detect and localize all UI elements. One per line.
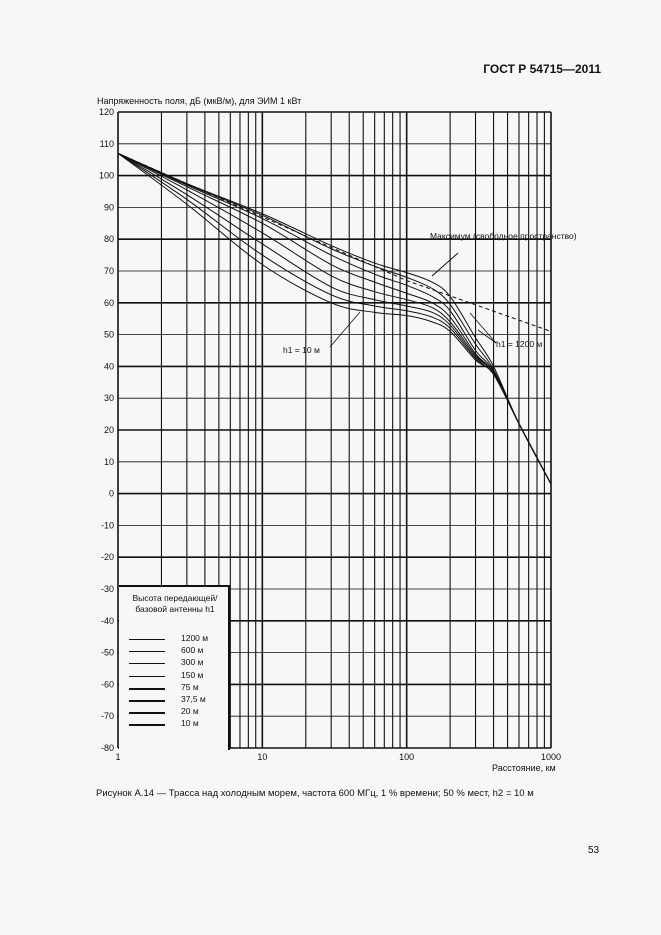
legend-line-swatch	[129, 663, 165, 665]
series-line	[117, 152, 552, 485]
y-tick-label: 10	[104, 457, 114, 467]
legend-label: 600 м	[181, 645, 204, 656]
legend-label: 1200 м	[181, 633, 209, 643]
y-tick-label: 60	[104, 298, 114, 308]
legend-line-swatch	[129, 700, 165, 702]
y-tick-label: 0	[109, 489, 114, 499]
max-annotation: Максимум (свободное пространство)	[430, 231, 577, 241]
y-tick-label: 20	[104, 425, 114, 435]
free-space-line	[117, 152, 552, 332]
series-line	[117, 152, 552, 485]
series-line	[117, 152, 552, 485]
legend-label: 300 м	[181, 657, 204, 668]
legend-line-swatch	[129, 651, 165, 653]
page-number: 53	[588, 845, 600, 856]
y-tick-label: 50	[104, 330, 114, 340]
x-tick-label: 10	[257, 752, 267, 762]
y-tick-label: -40	[101, 616, 114, 626]
y-tick-label: 40	[104, 361, 114, 371]
h1-low-annotation: h1 = 10 м	[283, 345, 320, 355]
legend-line-swatch	[129, 639, 165, 640]
h1-high-annotation: h1 = 1200 м	[496, 339, 543, 349]
legend-label: 20 м	[181, 706, 199, 717]
y-tick-label: 70	[104, 266, 114, 276]
legend-line-swatch	[129, 712, 165, 715]
y-tick-label: 30	[104, 393, 114, 403]
leader-max	[431, 252, 459, 277]
legend-line-swatch	[129, 687, 165, 690]
legend-line-swatch	[129, 724, 165, 727]
series-line	[117, 152, 552, 485]
y-tick-label: -50	[101, 648, 114, 658]
legend-item: 10 м	[129, 718, 225, 730]
y-tick-label: -10	[101, 520, 114, 530]
legend-item: 20 м	[129, 706, 225, 718]
legend-label: 75 м	[181, 681, 199, 692]
leader-h1-low	[329, 311, 361, 348]
x-tick-label: 1000	[541, 752, 561, 762]
series-line	[117, 152, 552, 485]
y-tick-label: 100	[99, 171, 114, 181]
y-tick-label: -70	[101, 711, 114, 721]
leader-h1-high	[469, 312, 497, 344]
y-tick-label: 110	[100, 139, 114, 149]
chart-canvas: 1201101009080706050403020100-10-20-30-40…	[99, 107, 561, 762]
legend-item: 150 м	[129, 670, 225, 682]
series-line	[117, 152, 552, 485]
y-tick-label: -20	[101, 552, 114, 562]
legend-line-swatch	[129, 675, 165, 677]
legend-label: 37,5 м	[181, 694, 206, 704]
legend-label: 150 м	[181, 669, 204, 680]
series-line	[117, 152, 552, 485]
leader-h1-high	[477, 329, 497, 344]
figure-caption: Рисунок А.14 — Трасса над холодным морем…	[96, 788, 534, 799]
series-line	[117, 152, 552, 485]
y-tick-label: -80	[101, 743, 114, 753]
x-axis-label: Расстояние, км	[492, 763, 556, 773]
legend-title: Высота передающей/ базовой антенны h1	[132, 593, 218, 614]
document-header: ГОСТ Р 54715—2011	[483, 62, 601, 76]
y-tick-label: 90	[104, 202, 114, 212]
legend: Высота передающей/ базовой антенны h1 12…	[119, 585, 230, 750]
y-tick-label: -30	[101, 584, 114, 594]
y-axis-label: Напряженность поля, дБ (мкВ/м), для ЭИМ …	[97, 96, 302, 106]
y-tick-label: -60	[101, 679, 114, 689]
legend-item: 300 м	[129, 657, 225, 669]
legend-item: 600 м	[129, 645, 225, 657]
x-tick-label: 1	[115, 752, 120, 762]
legend-item: 1200 м	[129, 633, 225, 645]
y-tick-label: 120	[99, 107, 114, 117]
y-tick-label: 80	[104, 234, 114, 244]
x-tick-label: 100	[399, 752, 414, 762]
legend-label: 10 м	[181, 718, 199, 729]
legend-item: 37,5 м	[129, 694, 225, 706]
legend-item: 75 м	[129, 682, 225, 694]
